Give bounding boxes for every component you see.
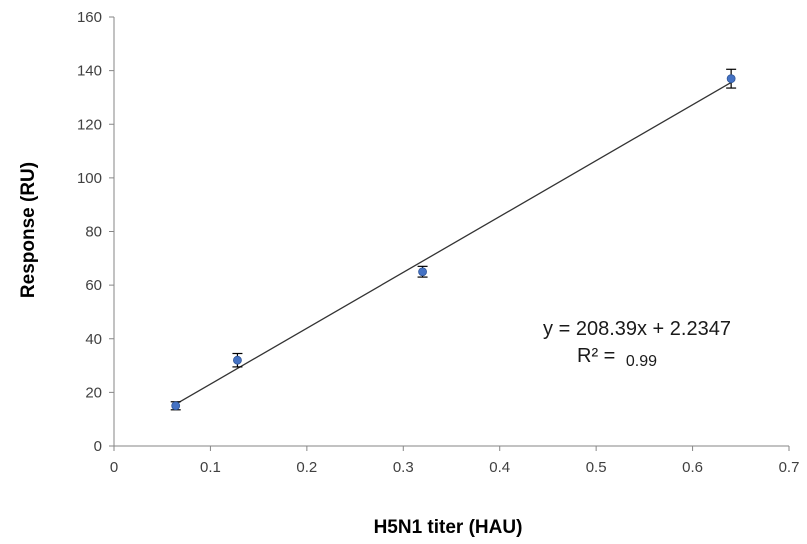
data-point (418, 267, 427, 277)
y-tick-label: 0 (94, 438, 102, 455)
trendline-group (175, 81, 732, 405)
x-tick-label: 0.5 (586, 459, 607, 476)
data-point (726, 74, 736, 84)
x-tick-label: 0.7 (779, 459, 800, 476)
data-point (233, 355, 242, 365)
y-axis-ticks: 0 20 40 60 80 100 120 140 160 (77, 9, 114, 455)
y-tick-label: 100 (77, 170, 102, 187)
data-point-group (417, 265, 428, 278)
x-tick-label: 0.2 (296, 459, 317, 476)
y-tick-label: 140 (77, 63, 102, 80)
data-point-group (726, 68, 737, 89)
y-tick-label: 80 (85, 224, 102, 241)
r-squared-label: R² = 0.99 (577, 345, 657, 370)
trendline-equation: y = 208.39x + 2.2347 (543, 318, 731, 340)
x-tick-label: 0 (110, 459, 118, 476)
data-point-group (232, 352, 243, 368)
y-tick-label: 20 (85, 384, 102, 401)
y-tick-label: 40 (85, 331, 102, 348)
trendline (175, 81, 732, 405)
x-axis-title: H5N1 titer (HAU) (374, 517, 523, 538)
data-point (171, 401, 181, 411)
x-tick-label: 0.4 (489, 459, 510, 476)
r-squared-prefix: R² = (577, 345, 615, 367)
data-point-group (170, 401, 181, 411)
y-tick-label: 160 (77, 9, 102, 26)
x-tick-label: 0.6 (682, 459, 703, 476)
x-tick-label: 0.1 (200, 459, 221, 476)
r-squared-value: 0.99 (626, 353, 657, 370)
x-tick-label: 0.3 (393, 459, 414, 476)
data-points (170, 68, 737, 411)
y-tick-label: 120 (77, 116, 102, 133)
x-axis-ticks: 0 0.1 0.2 0.3 0.4 0.5 0.6 0.7 (110, 446, 800, 476)
y-tick-label: 60 (85, 277, 102, 294)
y-axis-title: Response (RU) (18, 162, 39, 298)
